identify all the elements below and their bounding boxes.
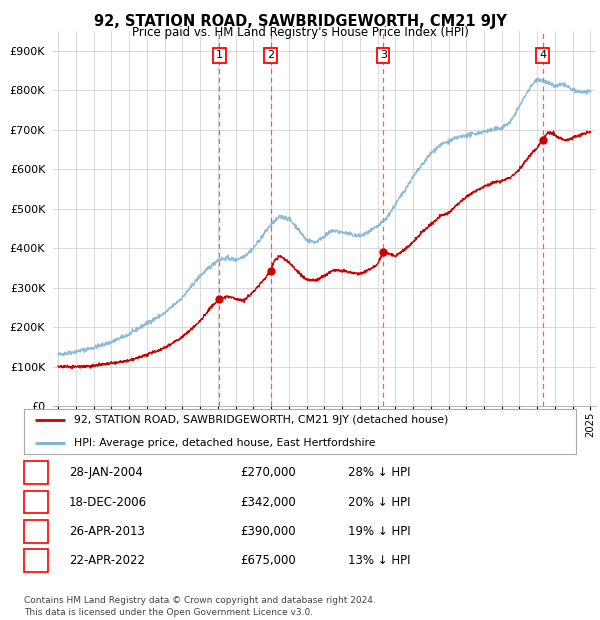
Text: 28% ↓ HPI: 28% ↓ HPI xyxy=(348,466,410,479)
Text: 1: 1 xyxy=(32,466,40,479)
Text: 22-APR-2022: 22-APR-2022 xyxy=(69,554,145,567)
Text: 1: 1 xyxy=(216,50,223,60)
Text: 13% ↓ HPI: 13% ↓ HPI xyxy=(348,554,410,567)
Text: 20% ↓ HPI: 20% ↓ HPI xyxy=(348,496,410,508)
Text: 92, STATION ROAD, SAWBRIDGEWORTH, CM21 9JY: 92, STATION ROAD, SAWBRIDGEWORTH, CM21 9… xyxy=(94,14,506,29)
Text: £270,000: £270,000 xyxy=(240,466,296,479)
Text: £675,000: £675,000 xyxy=(240,554,296,567)
Text: 2: 2 xyxy=(32,496,40,508)
Text: 19% ↓ HPI: 19% ↓ HPI xyxy=(348,525,410,538)
Text: £390,000: £390,000 xyxy=(240,525,296,538)
Text: 3: 3 xyxy=(32,525,40,538)
Text: 18-DEC-2006: 18-DEC-2006 xyxy=(69,496,147,508)
Text: 3: 3 xyxy=(380,50,387,60)
Text: 4: 4 xyxy=(539,50,547,60)
Text: 28-JAN-2004: 28-JAN-2004 xyxy=(69,466,143,479)
Text: Contains HM Land Registry data © Crown copyright and database right 2024.
This d: Contains HM Land Registry data © Crown c… xyxy=(24,596,376,617)
Text: £342,000: £342,000 xyxy=(240,496,296,508)
Text: 4: 4 xyxy=(32,554,40,567)
Text: 26-APR-2013: 26-APR-2013 xyxy=(69,525,145,538)
Text: 2: 2 xyxy=(267,50,274,60)
Text: Price paid vs. HM Land Registry's House Price Index (HPI): Price paid vs. HM Land Registry's House … xyxy=(131,26,469,39)
Text: HPI: Average price, detached house, East Hertfordshire: HPI: Average price, detached house, East… xyxy=(74,438,375,448)
Text: 92, STATION ROAD, SAWBRIDGEWORTH, CM21 9JY (detached house): 92, STATION ROAD, SAWBRIDGEWORTH, CM21 9… xyxy=(74,415,448,425)
